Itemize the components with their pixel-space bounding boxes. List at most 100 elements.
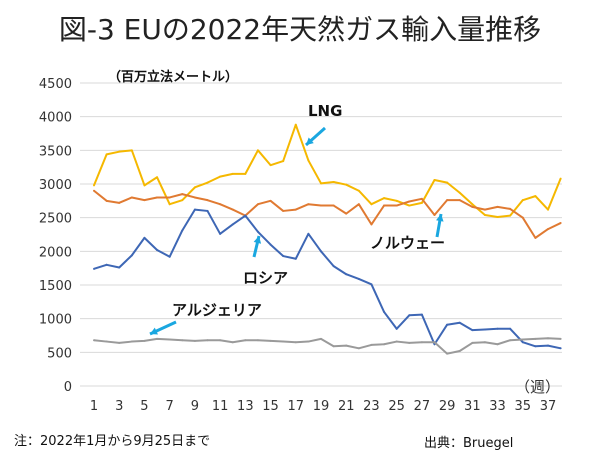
data-point [193,186,196,189]
data-point [130,340,133,343]
data-point [156,176,159,179]
data-point [547,208,549,211]
data-point [559,222,562,225]
data-point [118,150,121,153]
data-point [143,199,146,202]
data-point [408,314,411,317]
data-point [294,341,297,344]
chart-title: 図-3 EUの2022年天然ガス輸入量推移 [58,13,542,46]
data-point [408,200,411,203]
data-point [521,199,524,202]
data-point [471,329,474,332]
data-point [181,199,184,202]
data-point [357,277,360,280]
data-point [547,337,549,340]
data-point [534,345,537,348]
data-point [509,327,512,330]
data-point [320,250,322,253]
data-point [534,236,537,239]
data-point [383,204,386,207]
data-point [130,254,133,257]
x-tick-label: 23 [363,399,380,414]
data-point [93,339,95,342]
x-tick-label: 3 [115,399,123,414]
x-tick-label: 5 [140,399,148,414]
data-point [357,347,360,350]
data-point [395,327,398,330]
data-point [357,189,360,192]
data-point [282,340,285,343]
data-point [395,199,398,202]
data-point [219,175,222,178]
x-tick-label: 31 [464,399,481,414]
data-point [320,204,322,207]
data-point [231,208,234,211]
data-point [244,339,247,342]
y-tick-label: 3500 [39,144,72,159]
data-point [483,328,486,331]
data-point [168,196,171,199]
data-point [559,347,562,350]
y-tick-label: 0 [64,380,72,395]
data-point [433,341,436,344]
data-point [118,341,121,344]
data-point [446,323,449,326]
data-point [509,214,512,217]
data-point [231,341,234,344]
arrow-head-icon [253,236,262,244]
data-point [156,337,159,340]
data-point [446,352,449,355]
data-point [345,273,348,276]
data-point [446,199,449,202]
data-point [181,229,184,232]
data-point [256,203,259,206]
data-point [93,189,95,192]
data-point [193,196,196,199]
data-point [345,344,348,347]
data-point [93,267,95,270]
data-point [105,153,108,156]
data-point [471,341,474,344]
data-point [332,204,335,207]
data-point [509,207,512,210]
data-point [395,340,398,343]
data-point [408,341,411,344]
data-point [559,177,562,180]
x-tick-label: 21 [338,399,355,414]
data-point [332,180,335,183]
data-point [509,339,512,342]
series-line-0 [93,123,562,218]
data-point [496,215,499,218]
data-point [383,343,386,346]
data-point [383,197,386,200]
data-point [370,343,373,346]
data-point [206,181,209,184]
data-point [206,199,209,202]
data-point [244,172,247,175]
data-point [219,203,222,206]
data-point [256,230,259,233]
data-point [370,203,373,206]
data-point [105,263,108,266]
arrow-head-icon [306,137,314,145]
data-point [370,223,373,226]
data-point [420,313,423,316]
data-point [483,341,486,344]
data-point [521,338,524,341]
x-tick-label: 33 [489,399,506,414]
data-point [193,339,196,342]
data-point [458,321,461,324]
data-point [433,213,436,216]
series-line-1 [93,189,562,239]
x-axis-label: （週） [515,378,560,396]
data-point [156,196,159,199]
data-point [547,344,549,347]
data-point [105,199,108,202]
data-point [206,339,209,342]
data-point [168,255,171,258]
data-point [282,255,285,258]
data-point [320,337,322,340]
data-point [496,343,499,346]
